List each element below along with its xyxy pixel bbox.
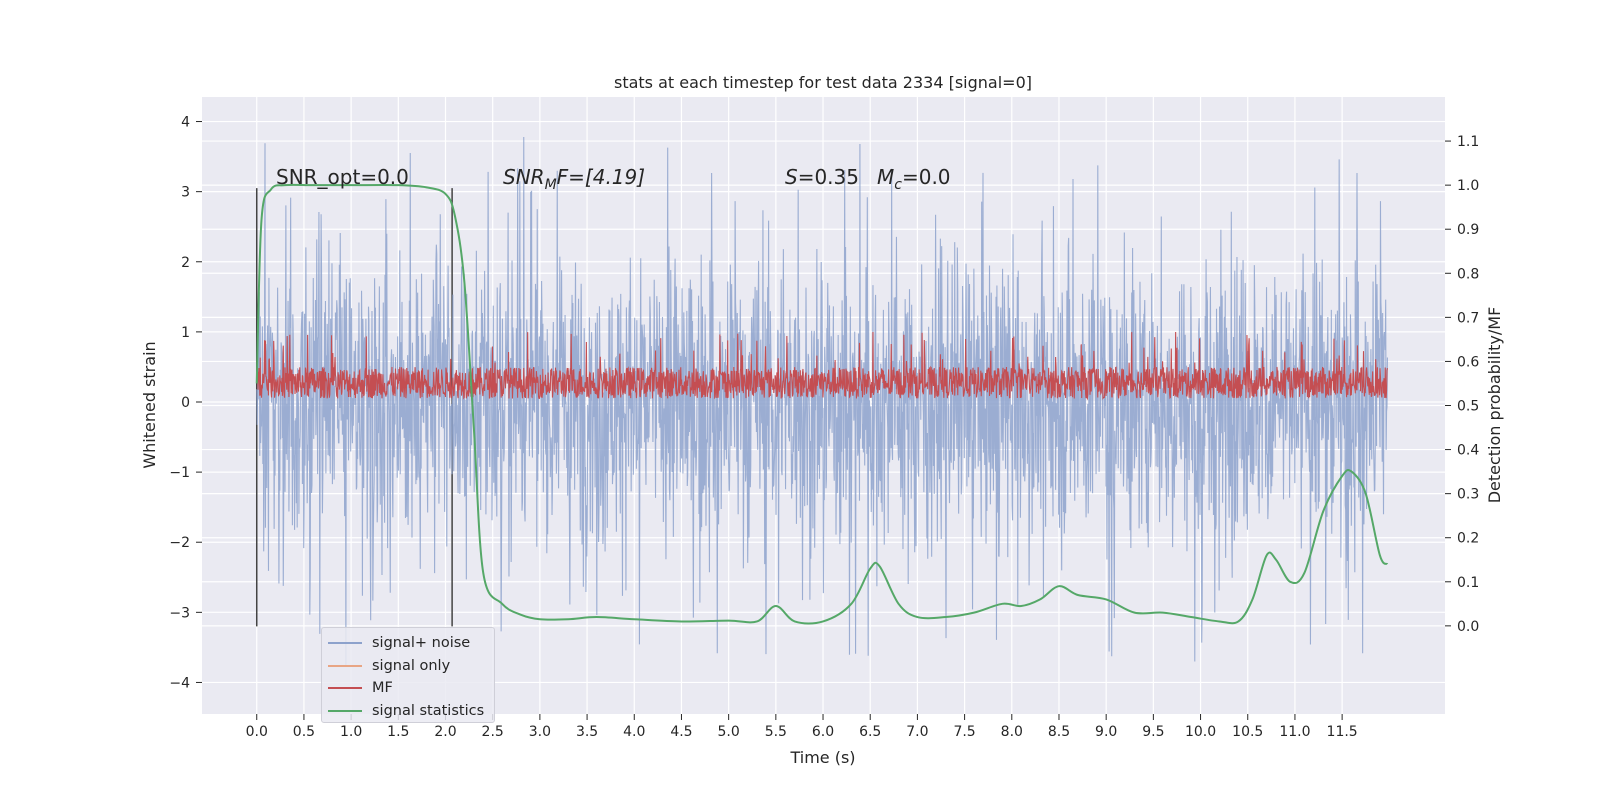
legend-label-signal-statistics: signal statistics [372,702,485,719]
x-tick-label: 11.5 [1327,724,1358,740]
y-tick-label-left: −3 [169,605,190,621]
x-axis-label: Time (s) [789,748,855,767]
x-tick-label: 5.0 [718,724,740,740]
legend-label-signal-noise: signal+ noise [372,635,471,652]
y-tick-label-left: −4 [169,675,190,691]
x-tick-label: 6.0 [812,724,834,740]
x-ticks: 0.0 0.5 1.0 1.5 2.0 2.5 3.0 3.5 4.0 4.5 5.0 5.5 6.0 6… [246,714,1358,740]
legend-entry-signal-statistics: signal statistics [328,700,488,723]
y-ticks-right: 0.0 0.1 0.2 0.3 0.4 0.5 0.6 0.7 0.8 0.9 1.0 1.1 [1445,134,1479,635]
legend-swatch-mf [328,687,362,690]
x-tick-label: 9.0 [1095,724,1117,740]
y-tick-label-right: 0.3 [1457,487,1479,503]
x-tick-label: 10.5 [1232,724,1263,740]
legend-label-mf: MF [372,680,393,697]
annotation-snr-mf: SNRMF=[4.19] [503,165,645,193]
x-tick-label: 6.5 [859,724,881,740]
x-tick-label: 4.5 [670,724,692,740]
y-tick-label-left: 2 [181,255,190,271]
y-tick-label-left: 0 [181,395,190,411]
y-axis-label-right: Detection probability/MF [1485,307,1504,504]
y-tick-label-right: 1.0 [1457,178,1479,194]
legend-entry-signal-noise: signal+ noise [328,632,488,655]
legend-swatch-signal-noise [328,642,362,645]
x-tick-label: 10.0 [1185,724,1216,740]
x-tick-label: 5.5 [765,724,787,740]
y-tick-label-left: 4 [181,115,190,131]
legend-swatch-signal-statistics [328,709,362,712]
y-tick-label-left: −1 [169,465,190,481]
legend-entry-signal-only: signal only [328,655,488,678]
x-tick-label: 2.0 [434,724,456,740]
annotation-s-mc: S=0.35 Mc=0.0 [785,165,951,193]
legend: signal+ noise signal only MF signal stat… [321,627,495,723]
x-tick-label: 0.5 [293,724,315,740]
legend-label-signal-only: signal only [372,657,451,674]
y-tick-label-right: 0.7 [1457,310,1479,326]
x-tick-label: 1.5 [387,724,409,740]
series-signal-noise [256,136,1388,668]
x-tick-label: 9.5 [1142,724,1164,740]
series-layer [255,136,1389,668]
y-tick-label-right: 0.0 [1457,619,1479,635]
series-signal-statistics [255,183,1389,625]
y-tick-label-right: 0.5 [1457,399,1479,415]
x-tick-label: 8.5 [1048,724,1070,740]
y-ticks-left: −4 −3 −2 −1 0 1 2 3 4 [169,115,202,691]
y-tick-label-right: 0.6 [1457,354,1479,370]
y-tick-label-right: 0.9 [1457,222,1479,238]
y-tick-label-right: 0.4 [1457,443,1479,459]
series-mf [256,331,1388,401]
y-axis-label-left: Whitened strain [140,341,159,468]
y-tick-label-left: 3 [181,185,190,201]
x-tick-label: 7.5 [953,724,975,740]
x-tick-label: 3.5 [576,724,598,740]
chart-title: stats at each timestep for test data 233… [614,73,1032,92]
x-tick-label: 11.0 [1279,724,1310,740]
x-tick-label: 0.0 [246,724,268,740]
annotation-snr-opt: SNR_opt=0.0 [276,165,409,189]
x-tick-label: 8.0 [1001,724,1023,740]
x-tick-label: 2.5 [482,724,504,740]
y-tick-label-right: 0.2 [1457,531,1479,547]
legend-swatch-signal-only [328,664,362,667]
x-tick-label: 1.0 [340,724,362,740]
y-tick-label-right: 0.1 [1457,575,1479,591]
x-tick-label: 7.0 [906,724,928,740]
y-tick-label-left: 1 [181,325,190,341]
legend-entry-mf: MF [328,677,488,700]
y-tick-label-left: −2 [169,535,190,551]
y-tick-label-right: 1.1 [1457,134,1479,150]
y-tick-label-right: 0.8 [1457,266,1479,282]
x-tick-label: 3.0 [529,724,551,740]
x-tick-label: 4.0 [623,724,645,740]
